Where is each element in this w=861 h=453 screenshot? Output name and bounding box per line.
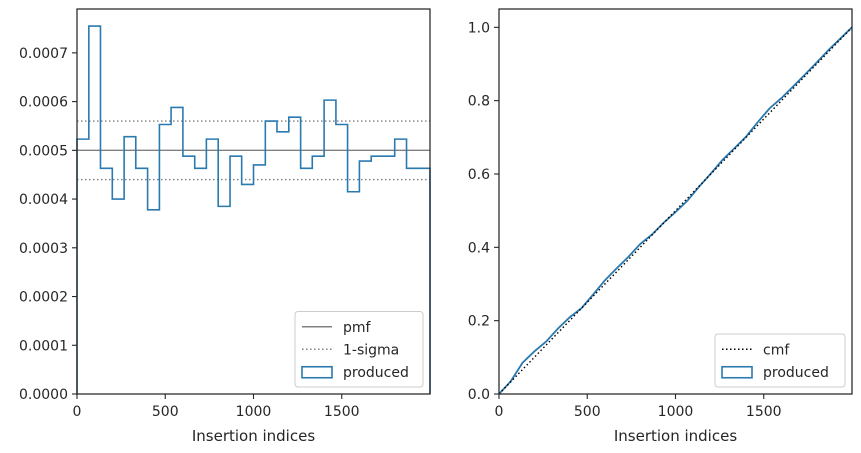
x-axis-label: Insertion indices	[614, 427, 737, 445]
x-axis-ticks: 0 500 1000 1500	[495, 394, 782, 420]
y-tick-label: 0.0001	[19, 338, 68, 354]
y-tick-label: 1.0	[468, 20, 490, 36]
x-tick-label: 0	[73, 404, 82, 420]
x-tick-label: 1500	[324, 404, 360, 420]
x-tick-label: 500	[152, 404, 179, 420]
legend-frame	[294, 311, 424, 388]
legend-label: cmf	[763, 342, 790, 358]
legend-frame	[714, 333, 846, 388]
y-tick-label: 0.0005	[19, 143, 68, 159]
legend: cmf produced	[714, 333, 846, 388]
y-tick-label: 0.0002	[19, 290, 68, 306]
x-tick-label: 1500	[746, 404, 782, 420]
x-tick-label: 500	[574, 404, 601, 420]
y-tick-label: 0.0004	[19, 192, 68, 208]
legend-label: 1-sigma	[343, 342, 399, 358]
cmf-line-chart: 0 500 1000 1500 0.0 0.2 0.4 0.6 0.8 1.0 Insertio…	[468, 8, 853, 445]
y-tick-label: 0.6	[468, 167, 490, 183]
legend-label: pmf	[343, 320, 372, 336]
y-tick-label: 0.0	[468, 387, 490, 403]
y-tick-label: 0.0007	[19, 46, 68, 62]
x-axis-ticks: 0 500 1000 1500	[73, 394, 360, 420]
x-axis-label: Insertion indices	[192, 427, 315, 445]
y-tick-label: 0.0006	[19, 95, 68, 111]
legend-swatch	[721, 365, 753, 379]
y-tick-label: 0.2	[468, 314, 490, 330]
legend: pmf 1-sigma produced	[294, 311, 424, 388]
produced-cumulative-line	[498, 26, 853, 395]
pmf-histogram-chart: 0 500 1000 1500 0.00000.00010.00020.00030.0…	[19, 8, 431, 445]
y-tick-label: 0.0003	[19, 241, 68, 257]
y-axis-ticks: 0.0000 0.0001 0.0002 0.0003 0.0004 0.0005 0.00…	[19, 46, 77, 403]
legend-swatch	[301, 365, 333, 379]
legend-label: produced	[763, 365, 829, 381]
y-tick-label: 0.4	[468, 240, 490, 256]
y-axis-ticks: 0.0 0.2 0.4 0.6 0.8 1.0	[468, 20, 499, 403]
x-tick-label: 0	[495, 404, 504, 420]
x-tick-label: 1000	[236, 404, 272, 420]
y-tick-label: 0.8	[468, 94, 490, 110]
produced-histogram-step	[76, 25, 431, 394]
y-tick-label: 0.0000	[19, 387, 68, 403]
cmf-reference-line	[498, 26, 853, 395]
x-tick-label: 1000	[658, 404, 694, 420]
legend-label: produced	[343, 365, 409, 381]
